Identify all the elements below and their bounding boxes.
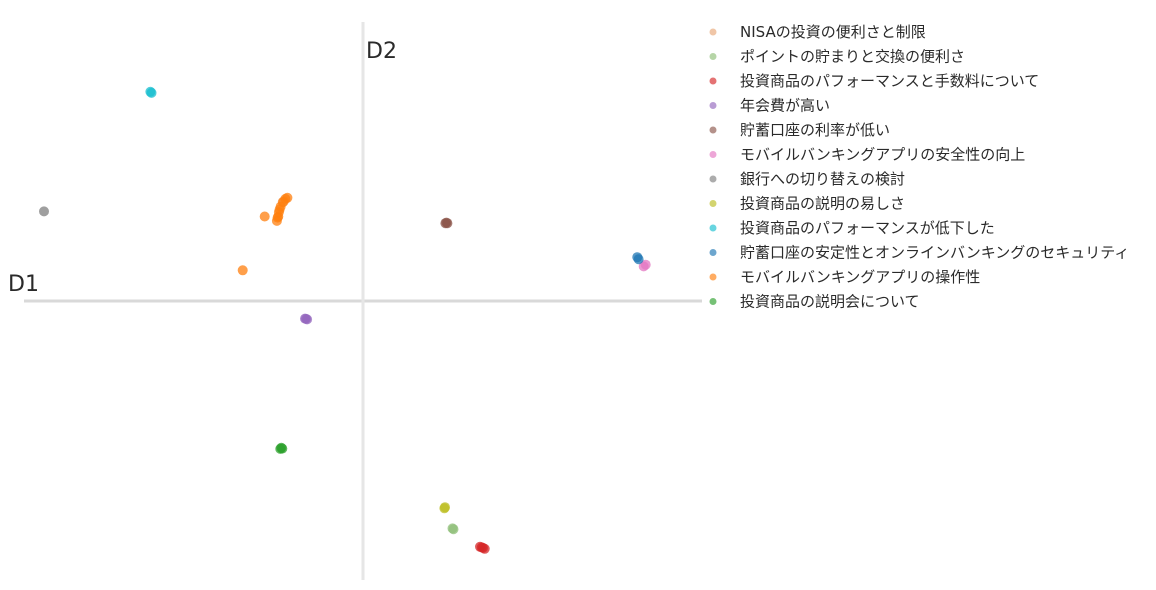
legend-item[interactable]: 銀行への切り替えの検討 (709, 170, 906, 188)
legend-label: 投資商品のパフォーマンスが低下した (740, 219, 995, 237)
data-point-series-2-3 (476, 542, 487, 553)
data-point-series-6-0 (39, 206, 49, 217)
y-axis-label: D2 (366, 39, 397, 64)
legend-marker (709, 126, 717, 134)
legend-item[interactable]: 貯蓄口座の安定性とオンラインバンキングのセキュリティ (709, 244, 1130, 262)
legend-label: ポイントの貯まりと交換の便利さ (740, 48, 965, 66)
data-point-series-7-1 (440, 502, 450, 513)
x-axis-label: D1 (8, 272, 39, 297)
legend-marker (709, 298, 717, 305)
data-point-series-9-1 (633, 254, 644, 265)
data-point-series-10-10 (237, 265, 248, 276)
legend-label: 貯蓄口座の安定性とオンラインバンキングのセキュリティ (740, 244, 1129, 262)
legend-item[interactable]: 投資商品の説明会について (709, 293, 920, 311)
legend-label: 銀行への切り替えの検討 (740, 170, 905, 188)
legend-item[interactable]: 投資商品のパフォーマンスと手数料について (709, 72, 1040, 90)
legend-marker (709, 224, 717, 232)
legend-label: 年会費が高い (740, 97, 830, 115)
legend-item[interactable]: NISAの投資の便利さと制限 (709, 23, 926, 41)
legend-label: 投資商品の説明会について (740, 293, 920, 311)
data-point-series-1-1 (448, 524, 459, 535)
legend-item[interactable]: 貯蓄口座の利率が低い (709, 121, 891, 139)
legend-marker (709, 77, 717, 85)
legend-item[interactable]: モバイルバンキングアプリの操作性 (709, 268, 981, 286)
data-point-series-10-8 (273, 207, 284, 218)
legend-marker (709, 53, 717, 60)
legend-item[interactable]: 投資商品の説明の易しさ (709, 195, 906, 213)
legend-label: 貯蓄口座の利率が低い (740, 121, 890, 139)
legend-item[interactable]: 年会費が高い (709, 97, 831, 115)
axes: D1 D2 (8, 22, 702, 580)
legend-marker (709, 28, 717, 36)
legend-item[interactable]: ポイントの貯まりと交換の便利さ (709, 48, 966, 66)
legend-label: モバイルバンキングアプリの操作性 (740, 268, 980, 286)
legend-marker (709, 200, 717, 207)
legend-item[interactable]: モバイルバンキングアプリの安全性の向上 (709, 146, 1026, 164)
data-points (39, 86, 651, 554)
legend-marker (709, 249, 717, 256)
legend-marker (709, 102, 717, 109)
legend-label: 投資商品のパフォーマンスと手数料について (740, 72, 1039, 90)
legend-label: モバイルバンキングアプリの安全性の向上 (740, 146, 1025, 164)
data-point-series-8-1 (146, 87, 157, 98)
legend-marker (709, 273, 717, 281)
legend-item[interactable]: 投資商品のパフォーマンスが低下した (709, 219, 995, 237)
data-point-series-11-2 (277, 443, 288, 454)
data-point-series-5-1 (640, 259, 651, 270)
data-point-series-3-2 (301, 313, 311, 324)
legend: NISAの投資の便利さと制限ポイントの貯まりと交換の便利さ投資商品のパフォーマン… (709, 23, 1130, 311)
legend-marker (709, 151, 717, 158)
legend-label: NISAの投資の便利さと制限 (740, 23, 926, 41)
data-point-series-4-2 (441, 217, 452, 228)
legend-marker (709, 175, 717, 183)
data-point-series-10-9 (259, 211, 270, 222)
legend-label: 投資商品の説明の易しさ (740, 195, 905, 213)
